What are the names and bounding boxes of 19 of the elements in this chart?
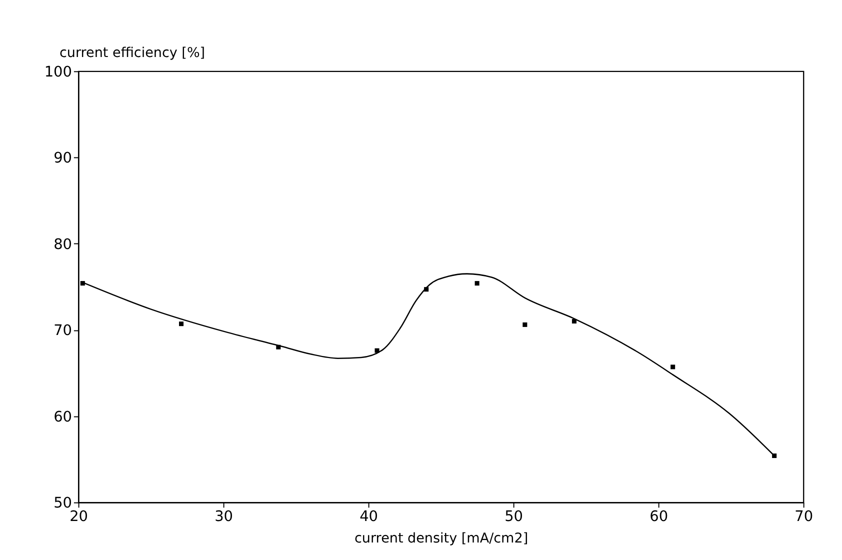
point [374,348,380,353]
y-tick-label: 100 [44,64,72,80]
y-tick-label: 80 [54,236,72,253]
x-tick-label: 60 [650,509,668,526]
x-axis-title: current density [mA/cm2] [354,530,528,546]
y-tick-label: 60 [54,409,72,426]
x-tick-label: 50 [504,509,524,526]
y-tick-label: 70 [54,323,72,340]
point [670,364,676,370]
x-tick-label: 20 [70,509,88,526]
y-tick-label: 90 [54,150,72,167]
y-tick-label: 50 [54,496,72,512]
point [474,281,480,286]
point [178,322,184,326]
x-tick-label: 70 [794,509,814,526]
point [522,322,528,327]
x-tick-label: 30 [214,509,234,526]
y-axis-title: current efficiency [%] [59,45,206,62]
x-tick-label: 40 [360,509,378,526]
